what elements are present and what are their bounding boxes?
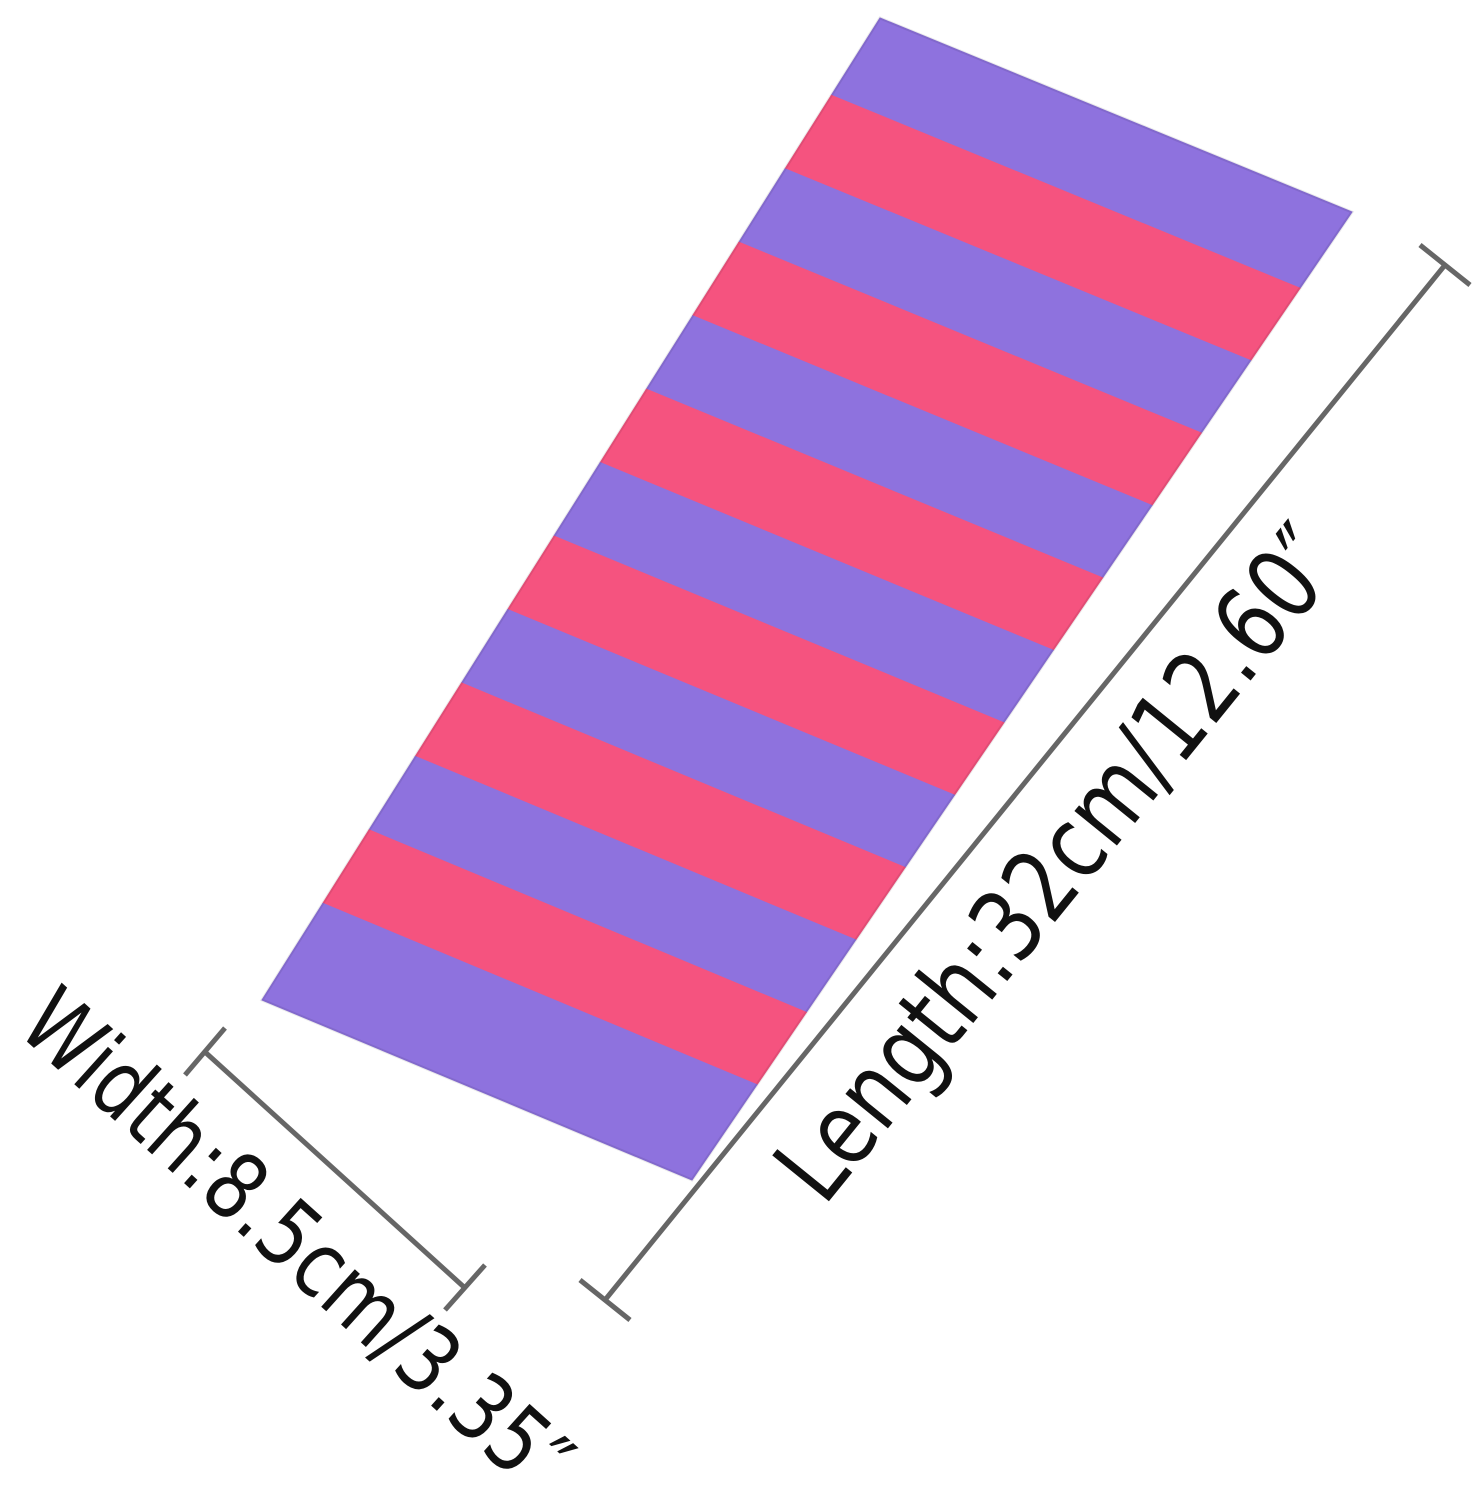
width-end-cap-left: [183, 1026, 227, 1077]
length-end-cap-bottom: [578, 1278, 632, 1322]
length-end-cap-top: [1418, 243, 1472, 287]
length-measure-line: [603, 263, 1447, 1302]
striped-arm-sleeve: [259, 16, 1355, 1182]
width-dimension: [183, 1026, 487, 1312]
width-end-cap-right: [443, 1263, 487, 1312]
sleeve-outline: [259, 16, 1355, 1182]
length-dimension: [578, 243, 1472, 1322]
width-measure-line: [203, 1050, 467, 1290]
sleeve-stripe-purple: [261, 902, 758, 1181]
